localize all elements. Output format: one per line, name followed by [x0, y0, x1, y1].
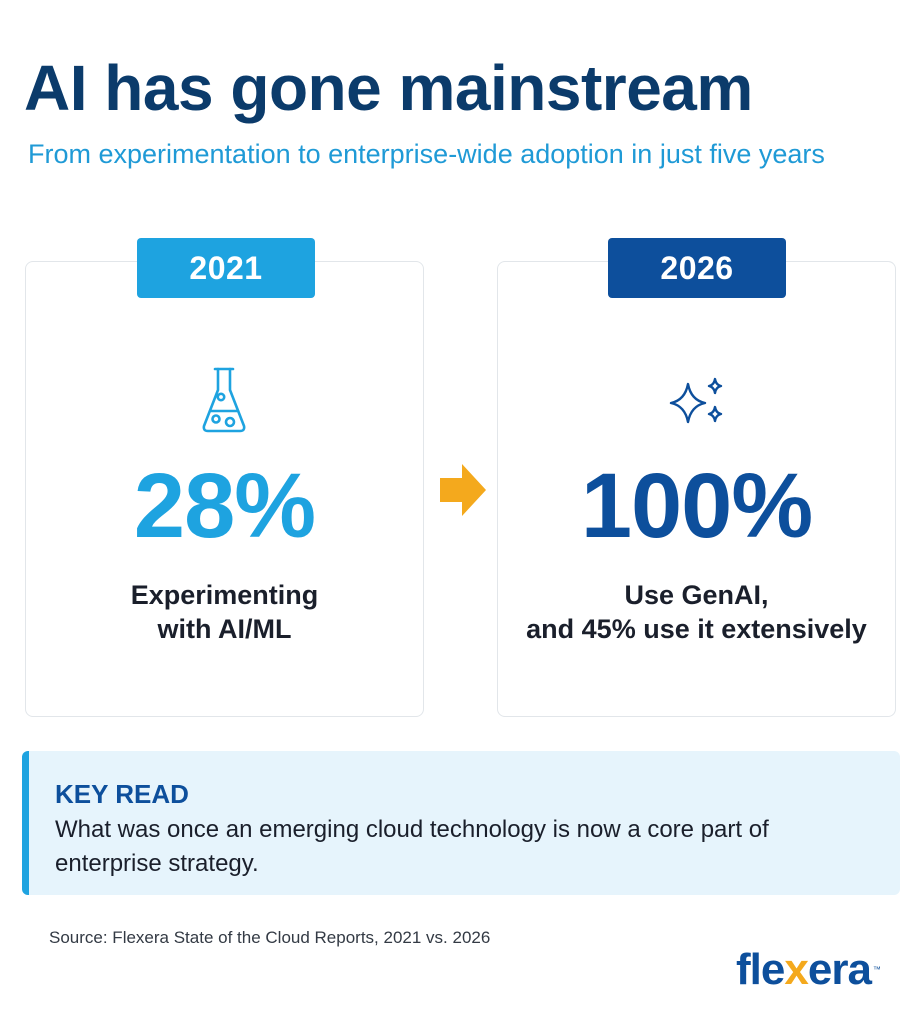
- stat-label-2021-line1: Experimenting: [130, 580, 319, 610]
- key-read-text: What was once an emerging cloud technolo…: [55, 816, 769, 877]
- arrow-right-icon: [440, 464, 486, 516]
- stat-label-2021: Experimenting with AI/ML: [25, 578, 424, 646]
- year-badge-2021: 2021: [137, 238, 315, 298]
- flask-icon: [202, 367, 246, 433]
- stat-label-2021-line2: with AI/ML: [157, 614, 292, 644]
- logo-x: x: [784, 945, 809, 994]
- stat-label-2026: Use GenAI, and 45% use it extensively: [497, 578, 896, 646]
- stat-2021: 28%: [133, 455, 316, 557]
- source-note: Source: Flexera State of the Cloud Repor…: [49, 928, 491, 947]
- flexera-logo: flexera ™: [736, 944, 881, 996]
- key-read-box: KEY READ What was once an emerging cloud…: [22, 751, 900, 895]
- year-badge-2026: 2026: [608, 238, 786, 298]
- stat-2026: 100%: [580, 455, 813, 557]
- logo-trademark: ™: [872, 965, 881, 974]
- stat-label-2026-line1: Use GenAI,: [624, 580, 769, 610]
- logo-part1: fle: [736, 945, 785, 994]
- key-read-title: KEY READ: [55, 779, 189, 809]
- page-title: AI has gone mainstream: [24, 52, 753, 124]
- card-2026: [497, 261, 896, 717]
- card-2021: [25, 261, 424, 717]
- page-subtitle: From experimentation to enterprise-wide …: [28, 139, 825, 169]
- logo-part3: era: [807, 945, 872, 994]
- stat-label-2026-line2: and 45% use it extensively: [526, 614, 867, 644]
- sparkle-icon: [669, 377, 723, 424]
